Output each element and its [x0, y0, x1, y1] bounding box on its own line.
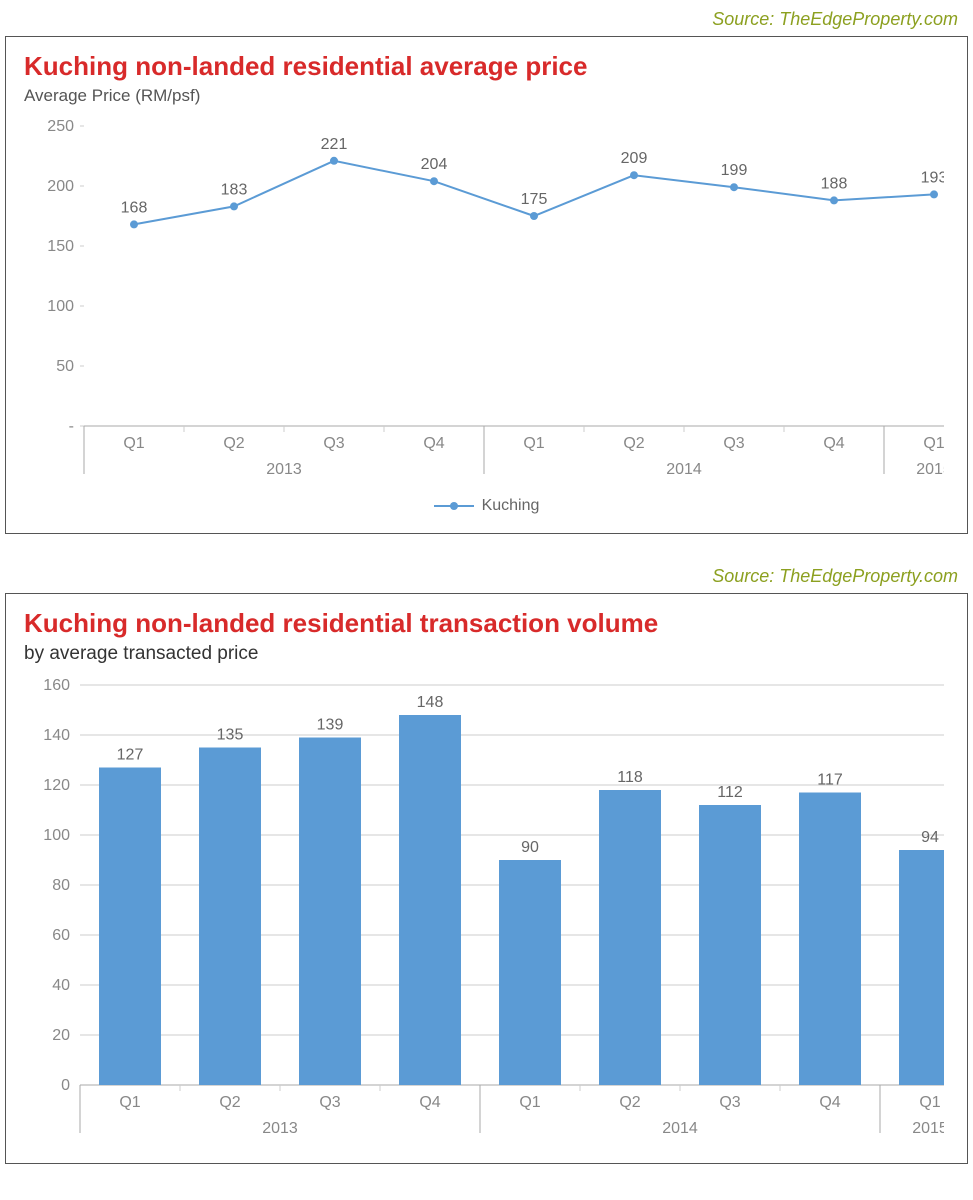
svg-text:80: 80 [52, 877, 70, 894]
svg-text:2013: 2013 [266, 461, 302, 478]
legend-label: Kuching [482, 497, 540, 515]
bar-chart-subtitle: by average transacted price [24, 643, 949, 665]
svg-text:127: 127 [117, 747, 144, 764]
svg-text:0: 0 [61, 1077, 70, 1094]
line-chart-yaxis-title: Average Price (RM/psf) [24, 86, 949, 106]
svg-text:Q4: Q4 [819, 1094, 840, 1111]
svg-text:2014: 2014 [666, 461, 702, 478]
svg-text:199: 199 [721, 162, 748, 179]
svg-text:120: 120 [43, 777, 70, 794]
svg-text:Q2: Q2 [223, 435, 244, 452]
svg-text:200: 200 [47, 178, 74, 195]
svg-text:Q1: Q1 [519, 1094, 540, 1111]
svg-text:Q1: Q1 [923, 435, 944, 452]
legend-swatch-icon [434, 505, 474, 507]
svg-text:204: 204 [421, 156, 448, 173]
bar-chart-title: Kuching non-landed residential transacti… [24, 608, 949, 639]
svg-text:Q1: Q1 [523, 435, 544, 452]
svg-text:100: 100 [47, 298, 74, 315]
svg-text:112: 112 [717, 784, 743, 801]
svg-text:50: 50 [56, 358, 74, 375]
svg-text:90: 90 [521, 839, 539, 856]
svg-text:193: 193 [921, 169, 944, 186]
svg-text:Q1: Q1 [119, 1094, 140, 1111]
svg-text:Q3: Q3 [723, 435, 744, 452]
svg-text:183: 183 [221, 181, 248, 198]
svg-text:100: 100 [43, 827, 70, 844]
svg-text:175: 175 [521, 191, 548, 208]
svg-text:2015: 2015 [916, 461, 944, 478]
source-label-top: Source: TheEdgeProperty.com [5, 5, 968, 36]
svg-text:Q4: Q4 [823, 435, 844, 452]
svg-text:2013: 2013 [262, 1120, 298, 1137]
svg-text:188: 188 [821, 175, 848, 192]
svg-text:Q3: Q3 [323, 435, 344, 452]
svg-text:Q4: Q4 [423, 435, 444, 452]
svg-text:250: 250 [47, 118, 74, 135]
svg-text:Q2: Q2 [219, 1094, 240, 1111]
svg-text:60: 60 [52, 927, 70, 944]
svg-text:Q2: Q2 [623, 435, 644, 452]
svg-text:150: 150 [47, 238, 74, 255]
source-label-bottom: Source: TheEdgeProperty.com [5, 562, 968, 593]
svg-text:140: 140 [43, 727, 70, 744]
svg-text:2014: 2014 [662, 1120, 698, 1137]
svg-text:2015: 2015 [912, 1120, 944, 1137]
svg-text:118: 118 [617, 769, 643, 786]
svg-text:221: 221 [321, 136, 348, 153]
svg-text:Q1: Q1 [123, 435, 144, 452]
svg-text:139: 139 [317, 717, 344, 734]
legend-item-kuching: Kuching [434, 497, 540, 515]
svg-text:135: 135 [217, 727, 244, 744]
svg-text:168: 168 [121, 199, 148, 216]
svg-text:209: 209 [621, 150, 648, 167]
svg-text:Q1: Q1 [919, 1094, 940, 1111]
svg-text:160: 160 [43, 677, 70, 694]
line-chart-legend: Kuching [24, 494, 949, 515]
line-chart-title: Kuching non-landed residential average p… [24, 51, 949, 82]
svg-text:-: - [69, 418, 74, 435]
line-chart-container: Kuching non-landed residential average p… [5, 36, 968, 534]
svg-text:148: 148 [417, 694, 444, 711]
svg-text:Q2: Q2 [619, 1094, 640, 1111]
svg-text:40: 40 [52, 977, 70, 994]
svg-text:20: 20 [52, 1027, 70, 1044]
svg-text:Q3: Q3 [319, 1094, 340, 1111]
bar-chart-plot: 0 20 40 60 80 100 120 140 160 127 135 139 148 90 118 11… [24, 675, 949, 1145]
svg-text:Q3: Q3 [719, 1094, 740, 1111]
svg-text:Q4: Q4 [419, 1094, 440, 1111]
svg-text:94: 94 [921, 829, 939, 846]
svg-text:117: 117 [817, 772, 843, 789]
line-chart-plot: - 50 100 150 200 250 168 183 221 204 175 209 199 188 1… [24, 116, 949, 486]
bar-chart-container: Kuching non-landed residential transacti… [5, 593, 968, 1164]
